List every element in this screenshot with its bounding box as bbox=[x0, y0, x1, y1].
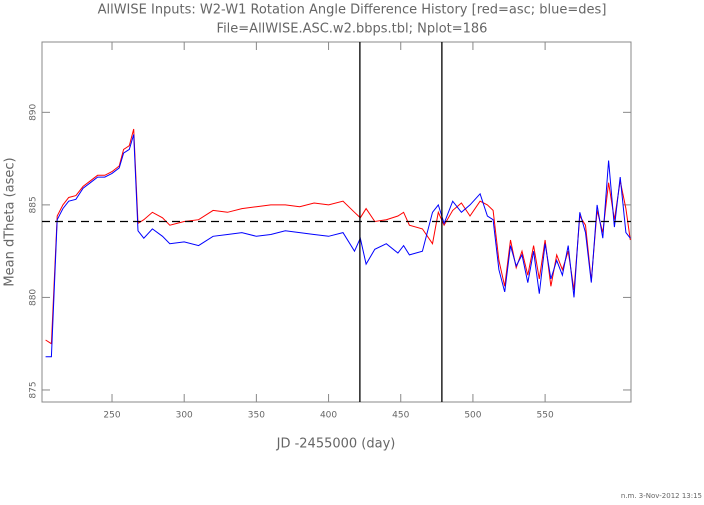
x-tick-label: 450 bbox=[392, 411, 409, 421]
x-tick-label: 550 bbox=[537, 411, 554, 421]
y-axis-label: Mean dTheta (asec) bbox=[3, 157, 18, 286]
series-line bbox=[45, 128, 631, 345]
x-tick-label: 250 bbox=[103, 411, 120, 421]
x-tick-label: 300 bbox=[176, 411, 193, 421]
y-tick-label: 880 bbox=[29, 289, 39, 306]
y-tick-label: 885 bbox=[29, 196, 39, 213]
footer: n.m. 3-Nov-2012 13:15 bbox=[621, 492, 702, 500]
chart-subtitle: File=AllWISE.ASC.w2.bbps.tbl; Nplot=186 bbox=[217, 22, 488, 37]
x-tick-label: 500 bbox=[464, 411, 481, 421]
y-tick-label: 890 bbox=[29, 103, 39, 120]
x-axis-label: JD -2455000 (day) bbox=[276, 437, 396, 452]
x-tick-label: 350 bbox=[248, 411, 265, 421]
y-tick-label: 875 bbox=[29, 381, 39, 398]
series-line bbox=[45, 134, 631, 358]
x-tick-label: 400 bbox=[320, 411, 337, 421]
chart-title: AllWISE Inputs: W2-W1 Rotation Angle Dif… bbox=[98, 3, 607, 18]
